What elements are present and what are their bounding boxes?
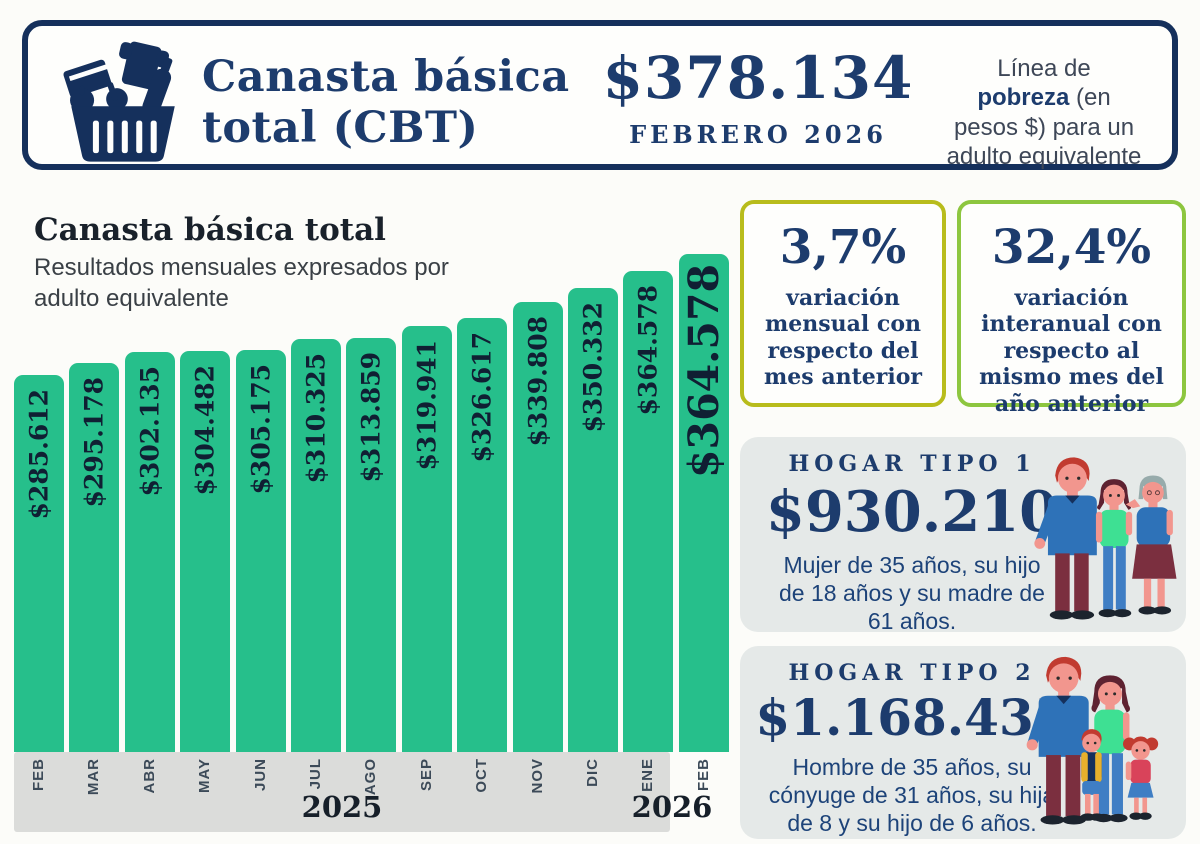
month-tick-dic-10: DIC: [584, 758, 601, 787]
bar-value-label: $310.325: [301, 353, 331, 484]
month-tick-feb-0: FEB: [30, 758, 47, 791]
bar-value-label: $313.859: [356, 352, 386, 483]
household-2-title: HOGAR TIPO 2: [788, 660, 1036, 686]
month-tick-feb-12: FEB: [694, 758, 712, 791]
year-band-2025: [14, 752, 670, 832]
household-2-text: HOGAR TIPO 2 $1.168.435 Hombre de 35 año…: [748, 660, 1076, 837]
bar-sep-7: $319.941: [401, 326, 452, 752]
bar-value-label: $302.135: [135, 366, 165, 497]
poverty-line-note: Línea de pobreza (en pesos $) para un ad…: [932, 54, 1156, 171]
bar-value-label: $364.578: [679, 264, 728, 478]
household-2-value: $1.168.435: [755, 688, 1069, 747]
household-type-2-card: HOGAR TIPO 2 $1.168.435 Hombre de 35 año…: [740, 646, 1186, 839]
bar-oct-8: $326.617: [457, 318, 508, 752]
bar-value-label: $326.617: [467, 332, 497, 463]
bar-jul-5: $310.325: [291, 339, 341, 752]
bar-value-label: $350.332: [578, 302, 608, 433]
basket-of-goods-icon: [63, 41, 175, 162]
monthly-variation-label: variación mensual con respecto del mes a…: [764, 285, 922, 391]
household-1-title: HOGAR TIPO 1: [788, 451, 1036, 477]
note-text: Línea de: [997, 55, 1091, 82]
family-of-four-illustration: [1026, 656, 1159, 825]
interannual-variation-value: 32,4%: [991, 220, 1152, 275]
household-2-description: Hombre de 35 años, su cónyuge de 31 años…: [768, 754, 1056, 837]
bar-ago-6: $313.859: [346, 338, 397, 752]
month-tick-jul-5: JUL: [307, 758, 324, 790]
family-of-three-illustration: [1034, 457, 1177, 620]
cbt-period: FEBRERO 2026: [629, 120, 887, 149]
bar-value-label: $319.941: [412, 340, 442, 471]
bar-abr-2: $302.135: [124, 352, 175, 752]
month-tick-jun-4: JUN: [251, 758, 269, 792]
note-bold-text: pobreza: [977, 84, 1070, 112]
page-title: Canasta básica total (CBT): [202, 52, 570, 153]
household-1-description: Mujer de 35 años, su hijo de 18 años y s…: [779, 552, 1045, 635]
monthly-variation-value: 3,7%: [779, 220, 907, 275]
bar-jun-4: $305.175: [235, 350, 286, 752]
household-1-text: HOGAR TIPO 1 $930.210 Mujer de 35 años, …: [748, 451, 1076, 635]
interannual-variation-label: variación interanual con respecto al mis…: [979, 285, 1164, 417]
year-label-2026: 2026: [631, 790, 713, 824]
cbt-current-value: $378.134: [602, 44, 914, 112]
chart-title: Canasta básica total: [34, 212, 386, 248]
monthly-variation-box: 3,7% variación mensual con respecto del …: [740, 200, 946, 407]
bar-value-label: $364.578: [633, 285, 663, 416]
bar-value-label: $285.612: [24, 389, 54, 520]
household-1-value: $930.210: [765, 479, 1059, 545]
month-tick-oct-8: OCT: [473, 758, 491, 793]
month-tick-abr-2: ABR: [140, 758, 158, 794]
bar-nov-9: $339.808: [512, 302, 563, 752]
month-tick-nov-9: NOV: [528, 758, 546, 794]
note-text-tail: (en pesos $) para un adulto equivalente: [946, 84, 1142, 170]
year-label-2025: 2025: [301, 790, 383, 824]
header: Canasta básica total (CBT) $378.134 FEBR…: [22, 20, 1178, 170]
bar-value-label: $295.178: [79, 377, 109, 508]
bar-value-label: $304.482: [190, 365, 220, 496]
bar-feb-0: $285.612: [14, 375, 64, 752]
chart-subtitle: Resultados mensuales expresados por adul…: [34, 254, 449, 313]
month-tick-sep-7: SEP: [417, 758, 435, 792]
month-tick-ene-11: ENE: [639, 758, 657, 792]
bar-feb-12: $364.578: [678, 254, 729, 752]
bar-ene-11: $364.578: [623, 271, 674, 752]
bar-mar-1: $295.178: [69, 363, 120, 752]
bar-may-3: $304.482: [180, 351, 231, 752]
bar-dic-10: $350.332: [568, 288, 618, 752]
month-tick-may-3: MAY: [196, 758, 214, 793]
interannual-variation-box: 32,4% variación interanual con respecto …: [957, 200, 1186, 417]
month-tick-mar-1: MAR: [85, 758, 103, 796]
household-type-1-card: HOGAR TIPO 1 $930.210 Mujer de 35 años, …: [740, 437, 1186, 635]
bar-value-label: $305.175: [246, 364, 276, 495]
headline-value-block: $378.134 FEBRERO 2026: [598, 44, 918, 149]
bar-value-label: $339.808: [523, 316, 553, 447]
